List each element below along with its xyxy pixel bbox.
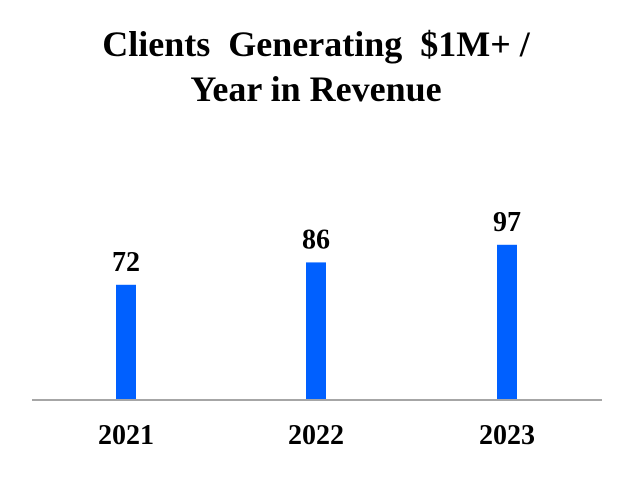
bar-group [116,244,517,400]
bar-2023 [497,244,517,400]
data-label-2023: 97 [493,207,521,238]
chart-title-line-1: Clients Generating $1M+ / [102,24,530,64]
data-label-2021: 72 [112,247,140,278]
data-label-2022: 86 [302,224,330,255]
bar-2021 [116,284,136,400]
chart-title-line-2: Year in Revenue [190,69,442,109]
x-tick-label-2023: 2023 [479,420,535,451]
chart-title: Clients Generating $1M+ / Year in Revenu… [0,22,632,112]
bar-2022 [306,262,326,400]
x-tick-label-2021: 2021 [98,420,154,451]
label-group: 72 2021 86 2022 97 2023 [98,207,535,451]
x-tick-label-2022: 2022 [288,420,344,451]
